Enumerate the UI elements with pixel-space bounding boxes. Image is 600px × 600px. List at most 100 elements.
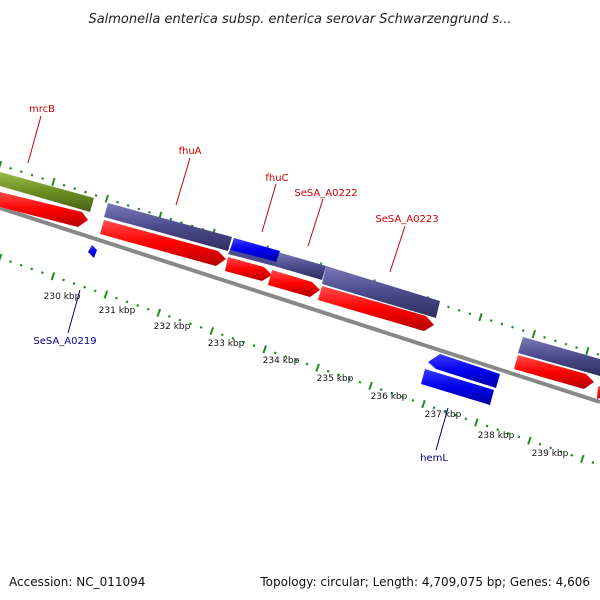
inner-ring-tick bbox=[305, 362, 309, 366]
leader-SeSA_A0223 bbox=[389, 225, 406, 273]
outer-ring-tick bbox=[457, 308, 461, 312]
inner-ring-tick bbox=[570, 453, 574, 457]
inner-ring-tick bbox=[295, 358, 298, 362]
position-tick-labels: 230 kbp 231 kbp 232 kbp 233 kbp 234 kbp … bbox=[44, 292, 569, 459]
inner-ring-tick bbox=[0, 253, 3, 262]
outer-ring-tick bbox=[596, 352, 600, 356]
cds-marker-SeSA_A0219[interactable] bbox=[88, 245, 97, 258]
inner-ring-tick bbox=[62, 278, 65, 282]
cds-arrow-SeSA_A0222[interactable] bbox=[268, 270, 320, 297]
inner-ring-tick bbox=[242, 340, 245, 344]
cds-arrow-fhuA[interactable] bbox=[100, 220, 226, 266]
outer-ring-tick bbox=[447, 305, 450, 309]
inner-ring-tick bbox=[125, 300, 129, 304]
outer-ring-tick bbox=[84, 190, 87, 194]
cds-bar-SeSA_A0222[interactable] bbox=[274, 252, 326, 280]
tick-label-237: 237 kbp bbox=[425, 410, 462, 420]
inner-ring-tick bbox=[559, 450, 563, 453]
cds-arrow-hemL-lower[interactable] bbox=[421, 369, 494, 405]
tick-label-234: 234 kbp bbox=[263, 356, 300, 366]
gene-label-mrcB: mrcB bbox=[29, 104, 55, 115]
outer-ring-tick bbox=[116, 200, 119, 204]
outer-ring-tick bbox=[94, 194, 98, 197]
outer-ring-tick bbox=[41, 177, 45, 180]
leader-fhuA bbox=[175, 157, 191, 206]
inner-ring-tick bbox=[189, 322, 192, 326]
outer-ring-tick bbox=[104, 194, 109, 203]
inner-ring-tick bbox=[580, 454, 585, 464]
outer-ring-tick bbox=[126, 204, 130, 207]
inner-position-ring bbox=[0, 253, 595, 464]
cds-arrow-red[interactable] bbox=[0, 192, 88, 227]
outer-ring-tick bbox=[468, 312, 472, 316]
summary-text: Topology: circular; Length: 4,709,075 bp… bbox=[259, 575, 590, 589]
inner-ring-tick bbox=[379, 388, 383, 391]
inner-ring-tick bbox=[220, 333, 224, 337]
cds-arrow-SeSA_A0223[interactable] bbox=[318, 286, 434, 331]
feature-mrcB[interactable] bbox=[0, 172, 94, 212]
outer-ring-tick bbox=[51, 177, 56, 187]
tick-label-235: 235 kbp bbox=[317, 374, 354, 384]
tick-label-238: 238 kbp bbox=[478, 431, 515, 441]
tick-label-232: 232 kbp bbox=[154, 322, 191, 332]
inner-ring-tick bbox=[178, 318, 182, 322]
leader-fhuC bbox=[261, 183, 277, 233]
cds-arrow-right[interactable] bbox=[514, 355, 594, 389]
inner-ring-tick bbox=[421, 399, 426, 409]
outer-ring-tick bbox=[575, 346, 578, 349]
inner-ring-tick bbox=[591, 461, 595, 464]
inner-ring-tick bbox=[146, 307, 150, 311]
inner-ring-tick bbox=[9, 260, 12, 264]
cds-bar-right[interactable] bbox=[518, 337, 600, 376]
outer-ring-tick bbox=[137, 207, 141, 211]
inner-ring-tick bbox=[326, 369, 330, 373]
inner-ring-tick bbox=[156, 308, 162, 317]
inner-ring-tick bbox=[506, 431, 510, 435]
tick-label-231: 231 kbp bbox=[99, 306, 136, 316]
outer-ring-tick bbox=[553, 339, 557, 343]
cds-bar-fhuC-lower[interactable] bbox=[228, 250, 276, 266]
inner-ring-tick bbox=[284, 355, 288, 359]
inner-ring-tick bbox=[40, 271, 44, 275]
cds-arrow-fhuC[interactable] bbox=[225, 257, 272, 281]
gene-label-SeSA_A0222: SeSA_A0222 bbox=[294, 188, 357, 199]
inner-ring-tick bbox=[315, 363, 320, 372]
inner-ring-tick bbox=[485, 424, 489, 428]
leader-mrcB bbox=[27, 115, 42, 164]
inner-ring-tick bbox=[19, 263, 23, 267]
tick-label-239: 239 kbp bbox=[532, 449, 569, 459]
cds-bar-fhuA[interactable] bbox=[104, 203, 232, 251]
inner-ring-tick bbox=[400, 395, 404, 399]
outer-ring-tick bbox=[543, 336, 546, 339]
cds-arrow-hemL-upper[interactable] bbox=[428, 354, 500, 388]
inner-ring-tick bbox=[358, 380, 362, 384]
tick-label-236: 236 kbp bbox=[371, 392, 408, 402]
inner-ring-tick bbox=[93, 289, 97, 293]
inner-ring-tick bbox=[209, 326, 215, 336]
inner-ring-tick bbox=[30, 267, 34, 271]
inner-ring-tick bbox=[496, 428, 500, 432]
inner-ring-tick bbox=[411, 399, 415, 402]
inner-ring-tick bbox=[474, 418, 479, 427]
cds-bar-SeSA_A0223[interactable] bbox=[322, 266, 440, 318]
cds-arrow-edge[interactable] bbox=[597, 386, 600, 399]
gene-label-hemL: hemL bbox=[420, 453, 448, 464]
inner-ring-tick bbox=[464, 417, 468, 421]
outer-ring-tick bbox=[9, 166, 13, 170]
cds-bar-fhuC[interactable] bbox=[230, 238, 280, 262]
outer-ring-tick bbox=[489, 319, 493, 322]
inner-ring-tick bbox=[115, 296, 118, 300]
outer-ring-tick bbox=[585, 346, 590, 356]
outer-ring-tick bbox=[73, 187, 77, 191]
outer-ring-tick bbox=[30, 173, 34, 177]
outer-ring-tick bbox=[19, 170, 23, 174]
inner-ring-tick bbox=[432, 406, 436, 410]
tick-label-233: 233 kbp bbox=[208, 339, 245, 349]
tick-label-230: 230 kbp bbox=[44, 292, 81, 302]
outer-ring-tick bbox=[500, 322, 504, 326]
leader-hemL bbox=[435, 407, 449, 451]
inner-ring-tick bbox=[136, 304, 140, 307]
inner-ring-tick bbox=[368, 381, 373, 390]
inner-ring-tick bbox=[538, 442, 542, 446]
